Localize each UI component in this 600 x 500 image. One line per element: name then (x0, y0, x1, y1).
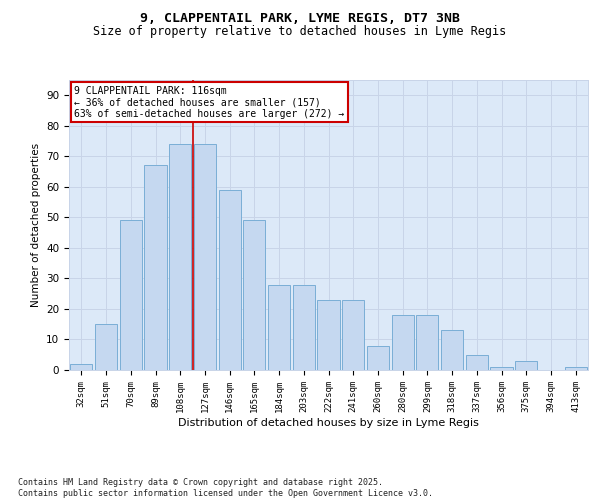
Bar (194, 144, 216, 370)
Bar (243, 220, 265, 370)
Bar (145, 166, 167, 370)
Bar (515, 361, 538, 370)
Bar (367, 346, 389, 370)
Bar (70, 364, 92, 370)
Text: 9 CLAPPENTAIL PARK: 116sqm
← 36% of detached houses are smaller (157)
63% of sem: 9 CLAPPENTAIL PARK: 116sqm ← 36% of deta… (74, 86, 344, 119)
Bar (490, 367, 512, 370)
Text: 9, CLAPPENTAIL PARK, LYME REGIS, DT7 3NB: 9, CLAPPENTAIL PARK, LYME REGIS, DT7 3NB (140, 12, 460, 26)
Y-axis label: Number of detached properties: Number of detached properties (31, 143, 41, 307)
Text: Contains HM Land Registry data © Crown copyright and database right 2025.
Contai: Contains HM Land Registry data © Crown c… (18, 478, 433, 498)
Bar (565, 367, 587, 370)
Bar (342, 300, 364, 370)
Bar (416, 315, 439, 370)
Bar (218, 190, 241, 370)
Bar (169, 144, 191, 370)
X-axis label: Distribution of detached houses by size in Lyme Regis: Distribution of detached houses by size … (178, 418, 479, 428)
Bar (119, 220, 142, 370)
Bar (441, 330, 463, 370)
Bar (317, 300, 340, 370)
Bar (392, 315, 414, 370)
Text: Size of property relative to detached houses in Lyme Regis: Size of property relative to detached ho… (94, 25, 506, 38)
Bar (268, 284, 290, 370)
Bar (466, 354, 488, 370)
Bar (293, 284, 315, 370)
Bar (95, 324, 117, 370)
